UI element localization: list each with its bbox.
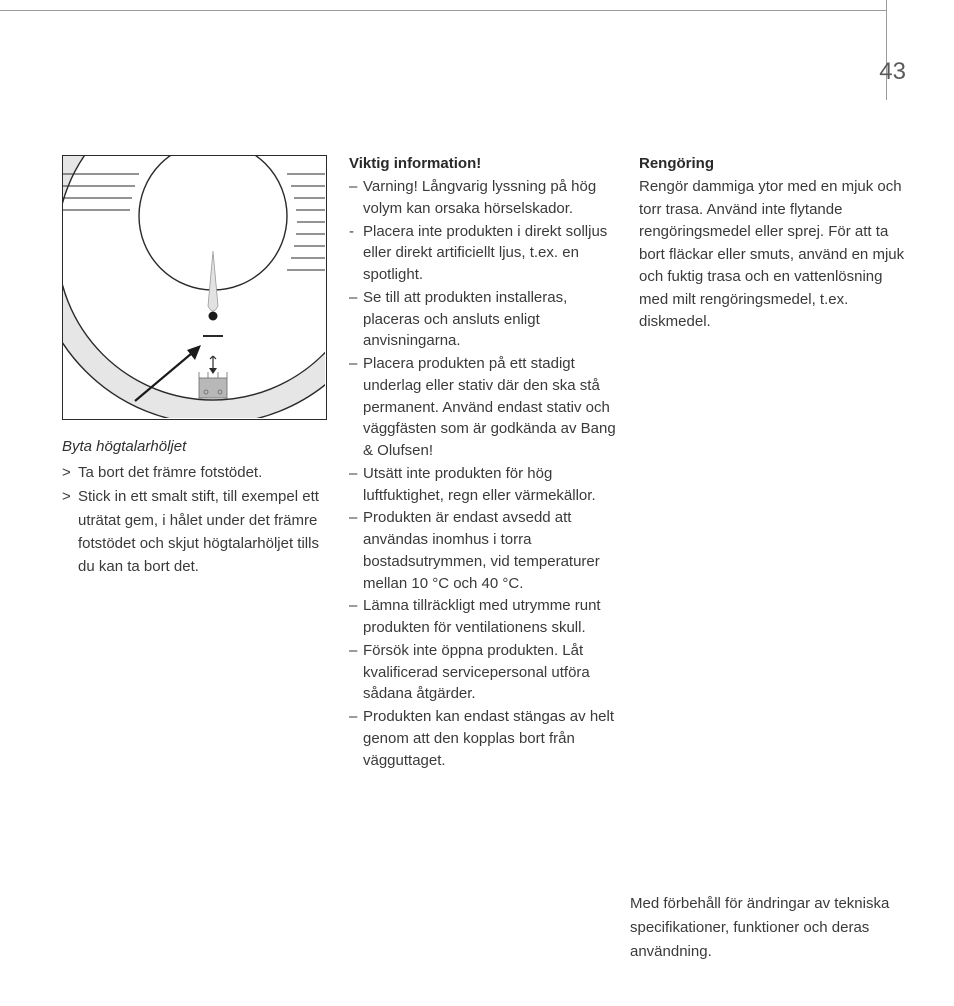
col3-heading: Rengöring	[639, 155, 907, 172]
col2-item: Produkten är endast avsedd att användas …	[349, 507, 617, 594]
col3-paragraph: Rengör dammiga ytor med en mjuk och torr…	[639, 176, 907, 334]
col2-item: Lämna tillräckligt med utrymme runt prod…	[349, 595, 617, 639]
content-row: Byta högtalarhöljet Ta bort det främre f…	[62, 155, 912, 772]
col2-item: Se till att produkten installeras, place…	[349, 287, 617, 352]
col1-list: Ta bort det främre fotstödet. Stick in e…	[62, 461, 327, 578]
col2-item: Produkten kan endast stängas av helt gen…	[349, 706, 617, 771]
header-rule-h	[0, 10, 886, 11]
col2-item: Placera produkten på ett stadigt underla…	[349, 353, 617, 462]
col2-item: Försök inte öppna produkten. Låt kvalifi…	[349, 640, 617, 705]
col1-subhead: Byta högtalarhöljet	[62, 438, 327, 455]
col2-list: Varning! Långvarig lyssning på hög volym…	[349, 176, 617, 771]
column-middle: Viktig information! Varning! Långvarig l…	[349, 155, 617, 772]
col1-item: Stick in ett smalt stift, till exempel e…	[62, 485, 327, 578]
col2-item: Placera inte produkten i direkt solljus …	[349, 221, 617, 286]
page-number: 43	[879, 58, 906, 86]
speaker-diagram-svg	[63, 156, 325, 418]
col2-item: Varning! Långvarig lyssning på hög volym…	[349, 176, 617, 220]
column-left: Byta högtalarhöljet Ta bort det främre f…	[62, 155, 327, 772]
column-right: Rengöring Rengör dammiga ytor med en mju…	[639, 155, 907, 772]
col2-item: Utsätt inte produkten för hög luftfuktig…	[349, 463, 617, 507]
col1-item: Ta bort det främre fotstödet.	[62, 461, 327, 484]
speaker-diagram	[62, 155, 327, 420]
footnote: Med förbehåll för ändringar av tekniska …	[630, 892, 900, 964]
col2-heading: Viktig information!	[349, 155, 617, 172]
